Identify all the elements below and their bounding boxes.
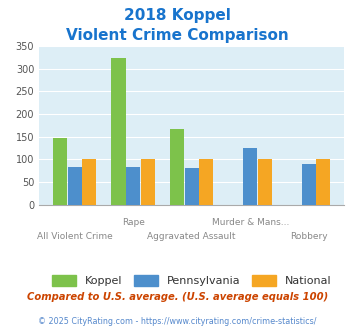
Bar <box>126 167 140 205</box>
Text: Robbery: Robbery <box>290 232 328 241</box>
Bar <box>316 159 331 205</box>
Bar <box>258 159 272 205</box>
Bar <box>170 129 184 205</box>
Text: Murder & Mans...: Murder & Mans... <box>212 218 289 227</box>
Text: Rape: Rape <box>122 218 144 227</box>
Text: Violent Crime Comparison: Violent Crime Comparison <box>66 28 289 43</box>
Bar <box>243 148 257 205</box>
Text: 2018 Koppel: 2018 Koppel <box>124 8 231 23</box>
Bar <box>67 168 82 205</box>
Bar <box>141 159 155 205</box>
Text: © 2025 CityRating.com - https://www.cityrating.com/crime-statistics/: © 2025 CityRating.com - https://www.city… <box>38 317 317 326</box>
Bar <box>111 57 126 205</box>
Text: Compared to U.S. average. (U.S. average equals 100): Compared to U.S. average. (U.S. average … <box>27 292 328 302</box>
Bar <box>53 138 67 205</box>
Bar <box>185 168 199 205</box>
Bar <box>82 159 96 205</box>
Legend: Koppel, Pennsylvania, National: Koppel, Pennsylvania, National <box>47 270 336 291</box>
Bar <box>302 164 316 205</box>
Text: All Violent Crime: All Violent Crime <box>37 232 113 241</box>
Bar <box>199 159 213 205</box>
Text: Aggravated Assault: Aggravated Assault <box>147 232 236 241</box>
